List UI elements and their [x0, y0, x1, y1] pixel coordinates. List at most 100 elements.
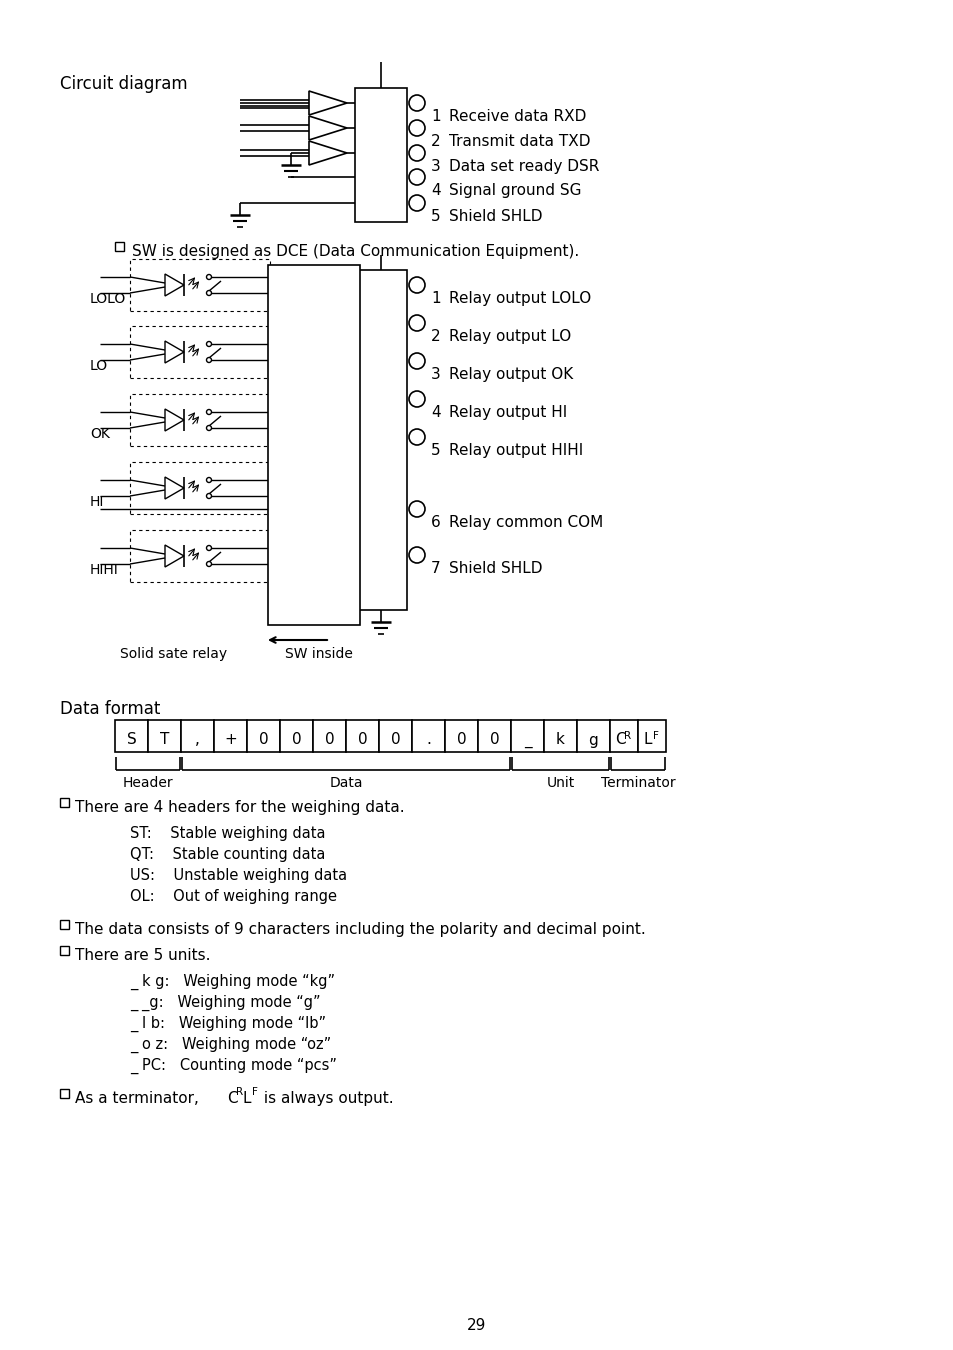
Text: 29: 29 [467, 1318, 486, 1332]
Bar [543, 720, 577, 752]
Circle shape [409, 315, 424, 331]
Text: Transmit data TXD: Transmit data TXD [449, 134, 590, 148]
Text: 0: 0 [324, 733, 334, 748]
Circle shape [409, 429, 424, 446]
Text: 5: 5 [431, 209, 440, 224]
Text: 0: 0 [292, 733, 301, 748]
Text: 2: 2 [431, 134, 440, 148]
Text: 6: 6 [431, 514, 440, 531]
Bar [60, 1089, 69, 1098]
Bar [355, 270, 407, 610]
Bar [130, 462, 270, 514]
Text: SW is designed as DCE (Data Communication Equipment).: SW is designed as DCE (Data Communicatio… [132, 244, 578, 259]
Text: As a terminator,: As a terminator, [75, 1091, 204, 1106]
Circle shape [409, 120, 424, 136]
Text: _: _ [523, 733, 531, 748]
Bar [247, 720, 280, 752]
Circle shape [409, 277, 424, 293]
Circle shape [409, 501, 424, 517]
Text: .: . [426, 733, 431, 748]
Text: L: L [243, 1091, 252, 1106]
Text: g: g [588, 733, 598, 748]
Circle shape [206, 290, 212, 296]
Text: OL:    Out of weighing range: OL: Out of weighing range [130, 890, 336, 905]
Text: Terminator: Terminator [600, 776, 675, 790]
Text: L: L [643, 733, 652, 748]
Text: 0: 0 [357, 733, 367, 748]
Text: 3: 3 [431, 159, 440, 174]
Polygon shape [309, 140, 347, 165]
Text: There are 4 headers for the weighing data.: There are 4 headers for the weighing dat… [75, 801, 404, 815]
Text: Shield SHLD: Shield SHLD [449, 209, 542, 224]
Polygon shape [309, 116, 347, 140]
Bar [130, 531, 270, 582]
Text: 4: 4 [431, 405, 440, 420]
Text: F: F [252, 1087, 257, 1098]
Text: Data format: Data format [60, 701, 160, 718]
Text: S: S [127, 733, 136, 748]
Text: QT:    Stable counting data: QT: Stable counting data [130, 846, 325, 863]
Circle shape [409, 194, 424, 211]
Text: Data set ready DSR: Data set ready DSR [449, 159, 598, 174]
Text: ST:    Stable weighing data: ST: Stable weighing data [130, 826, 325, 841]
Text: _ k g:   Weighing mode “kg”: _ k g: Weighing mode “kg” [130, 973, 335, 990]
Text: _ _g:   Weighing mode “g”: _ _g: Weighing mode “g” [130, 995, 320, 1011]
Circle shape [409, 352, 424, 369]
Text: C: C [227, 1091, 237, 1106]
Bar [313, 720, 346, 752]
Bar [130, 394, 270, 446]
Bar [444, 720, 477, 752]
Text: 0: 0 [489, 733, 498, 748]
Text: 0: 0 [391, 733, 400, 748]
Bar [378, 720, 412, 752]
Circle shape [206, 358, 212, 363]
Circle shape [206, 545, 212, 551]
Text: Header: Header [123, 776, 173, 790]
Text: ,: , [194, 733, 200, 748]
Text: HI: HI [90, 495, 104, 509]
Text: Solid sate relay: Solid sate relay [120, 647, 227, 662]
Bar [412, 720, 444, 752]
Text: 7: 7 [431, 562, 440, 576]
Circle shape [206, 494, 212, 498]
Bar [148, 720, 181, 752]
Bar [213, 720, 247, 752]
Text: Data: Data [329, 776, 362, 790]
Circle shape [206, 342, 212, 347]
Circle shape [206, 425, 212, 431]
Text: Signal ground SG: Signal ground SG [449, 184, 581, 198]
Text: R: R [235, 1087, 243, 1098]
Bar [477, 720, 511, 752]
Bar [60, 946, 69, 954]
Text: T: T [160, 733, 169, 748]
Bar [115, 720, 148, 752]
Text: Circuit diagram: Circuit diagram [60, 76, 188, 93]
Text: 5: 5 [431, 443, 440, 458]
Text: LOLO: LOLO [90, 292, 126, 306]
Bar [577, 720, 609, 752]
Text: C: C [614, 733, 624, 748]
Text: US:    Unstable weighing data: US: Unstable weighing data [130, 868, 347, 883]
Circle shape [409, 95, 424, 111]
Text: SW inside: SW inside [285, 647, 353, 662]
Text: LO: LO [90, 359, 108, 373]
Text: Relay output LOLO: Relay output LOLO [449, 292, 591, 306]
Text: k: k [556, 733, 564, 748]
Text: _ o z:   Weighing mode “oz”: _ o z: Weighing mode “oz” [130, 1037, 331, 1053]
Text: The data consists of 9 characters including the polarity and decimal point.: The data consists of 9 characters includ… [75, 922, 645, 937]
Bar [130, 325, 270, 378]
Bar [609, 720, 638, 752]
Text: Shield SHLD: Shield SHLD [449, 562, 542, 576]
Circle shape [409, 144, 424, 161]
Text: Relay output LO: Relay output LO [449, 329, 571, 344]
Text: 0: 0 [258, 733, 268, 748]
Text: OK: OK [90, 427, 110, 441]
Bar [355, 88, 407, 221]
Bar [268, 265, 359, 625]
Text: Unit: Unit [546, 776, 574, 790]
Bar [638, 720, 665, 752]
Text: Relay common COM: Relay common COM [449, 514, 602, 531]
Text: F: F [653, 730, 659, 741]
Circle shape [409, 392, 424, 406]
Circle shape [409, 547, 424, 563]
